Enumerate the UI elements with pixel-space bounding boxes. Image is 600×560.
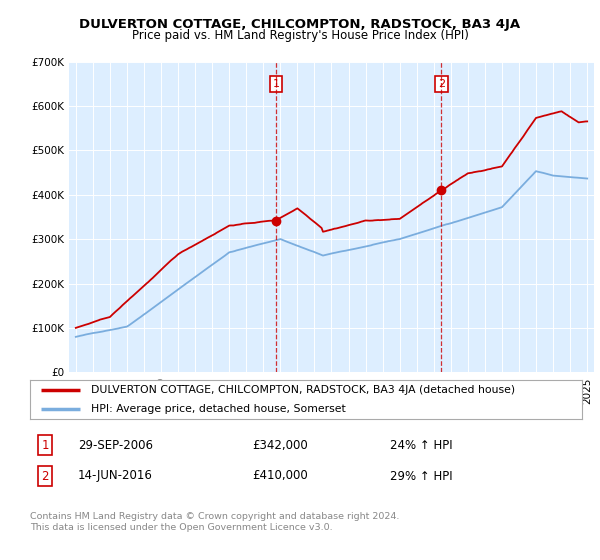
Text: 29% ↑ HPI: 29% ↑ HPI <box>390 469 452 483</box>
Text: Price paid vs. HM Land Registry's House Price Index (HPI): Price paid vs. HM Land Registry's House … <box>131 29 469 42</box>
Text: DULVERTON COTTAGE, CHILCOMPTON, RADSTOCK, BA3 4JA: DULVERTON COTTAGE, CHILCOMPTON, RADSTOCK… <box>79 18 521 31</box>
Text: £342,000: £342,000 <box>252 438 308 452</box>
Text: 2: 2 <box>41 469 49 483</box>
Text: HPI: Average price, detached house, Somerset: HPI: Average price, detached house, Some… <box>91 404 346 414</box>
Text: 1: 1 <box>272 79 280 89</box>
Text: 29-SEP-2006: 29-SEP-2006 <box>78 438 153 452</box>
Text: DULVERTON COTTAGE, CHILCOMPTON, RADSTOCK, BA3 4JA (detached house): DULVERTON COTTAGE, CHILCOMPTON, RADSTOCK… <box>91 385 515 395</box>
Text: Contains HM Land Registry data © Crown copyright and database right 2024.
This d: Contains HM Land Registry data © Crown c… <box>30 512 400 532</box>
Text: 1: 1 <box>41 438 49 452</box>
Text: 2: 2 <box>438 79 445 89</box>
Text: 24% ↑ HPI: 24% ↑ HPI <box>390 438 452 452</box>
Text: 14-JUN-2016: 14-JUN-2016 <box>78 469 153 483</box>
Text: £410,000: £410,000 <box>252 469 308 483</box>
